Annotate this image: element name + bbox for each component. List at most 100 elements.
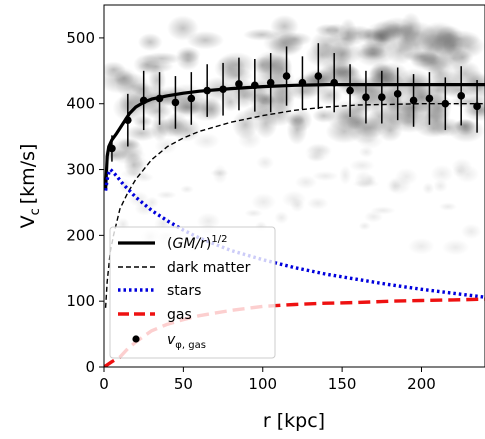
density-blob	[156, 190, 177, 200]
density-blob	[134, 201, 155, 216]
data-point	[124, 116, 132, 124]
data-point	[251, 81, 259, 90]
density-blob	[244, 209, 263, 218]
data-point	[473, 102, 481, 111]
density-blob	[371, 19, 404, 44]
y-tick-label: 400	[66, 95, 95, 113]
density-blob	[117, 138, 141, 151]
y-tick-label: 500	[66, 29, 95, 47]
density-blob	[125, 124, 158, 142]
density-blob	[438, 202, 457, 211]
data-point	[235, 80, 243, 88]
x-tick-label: 0	[99, 375, 109, 393]
density-blob	[358, 221, 371, 231]
series-line-stars	[104, 167, 485, 299]
density-blob	[289, 83, 320, 101]
density-blob	[242, 104, 276, 122]
density-blob	[312, 170, 339, 182]
density-blob	[237, 130, 262, 150]
data-point	[203, 86, 211, 95]
density-blob	[339, 165, 352, 185]
density-blob	[402, 50, 440, 63]
y-tick-label: 200	[66, 226, 95, 244]
density-blob	[192, 132, 220, 150]
density-blob	[137, 59, 174, 74]
density-blob	[304, 142, 332, 162]
data-point	[393, 90, 402, 98]
x-tick-label: 50	[174, 375, 193, 393]
series-line-dm	[104, 103, 485, 308]
legend-label-gas: gas	[167, 307, 192, 323]
density-blob	[104, 66, 139, 94]
density-blob	[408, 237, 435, 255]
density-blob	[155, 117, 186, 138]
density-blob	[251, 192, 276, 211]
density-blob	[243, 88, 271, 103]
density-blob	[354, 170, 374, 189]
plot-frame	[103, 4, 485, 368]
density-blob	[463, 70, 485, 93]
density-blob	[439, 30, 481, 48]
data-point	[171, 98, 180, 107]
density-blob	[367, 64, 401, 91]
legend-label-vphi: vφ, gas	[167, 332, 206, 351]
density-blob	[176, 49, 200, 71]
density-blob	[359, 40, 386, 59]
density-blob	[274, 211, 289, 225]
density-blob	[433, 179, 448, 193]
data-point	[266, 78, 275, 87]
data-point	[155, 94, 164, 103]
density-blob	[412, 103, 451, 129]
legend-label-stars: stars	[167, 283, 201, 299]
density-blob	[330, 40, 353, 70]
legend-marker-vphi	[132, 335, 140, 343]
density-blob	[315, 23, 341, 37]
density-blob	[386, 176, 412, 195]
density-blob	[461, 223, 482, 240]
density-blob	[270, 14, 299, 38]
density-blob	[345, 114, 368, 131]
data-point	[282, 72, 291, 80]
y-tick-label: 0	[85, 358, 95, 376]
x-tick-label: 100	[248, 375, 277, 393]
legend: (GM/r)1/2 dark matter stars gas vφ, gas	[109, 226, 276, 359]
data-point	[187, 94, 196, 103]
gas-velocity-density-cloud	[104, 12, 485, 256]
density-blob	[307, 196, 329, 210]
data-point	[441, 99, 450, 108]
density-blob	[256, 155, 275, 170]
legend-label-total: (GM/r)1/2	[167, 234, 227, 252]
density-blob	[137, 33, 163, 52]
data-point	[362, 93, 370, 101]
y-axis-label: Vc[km/s]	[17, 144, 43, 229]
density-blob	[120, 168, 149, 180]
data-point	[378, 93, 386, 101]
density-blob	[453, 119, 476, 132]
x-axis-label: r [kpc]	[263, 410, 325, 432]
density-blob	[422, 182, 435, 195]
data-point	[425, 94, 434, 103]
density-blob	[186, 31, 225, 50]
density-blob	[154, 137, 178, 155]
data-point	[219, 85, 227, 94]
density-blob	[263, 30, 305, 56]
density-blob	[120, 148, 147, 162]
density-blob	[290, 198, 305, 213]
data-point	[298, 78, 307, 87]
density-blob	[196, 212, 221, 230]
y-tick-label: 300	[66, 161, 95, 179]
density-blob	[357, 131, 384, 150]
legend-label-dm: dark matter	[167, 260, 251, 276]
x-tick-label: 150	[328, 375, 357, 393]
density-blob	[358, 146, 374, 158]
legend-box	[109, 226, 276, 359]
density-blob	[369, 206, 396, 215]
data-point	[346, 86, 354, 95]
density-blob	[252, 56, 273, 74]
x-tick-label: 200	[407, 375, 436, 393]
data-point	[457, 92, 465, 100]
data-point	[409, 96, 418, 105]
data-point	[330, 78, 338, 87]
density-blob	[349, 159, 375, 172]
